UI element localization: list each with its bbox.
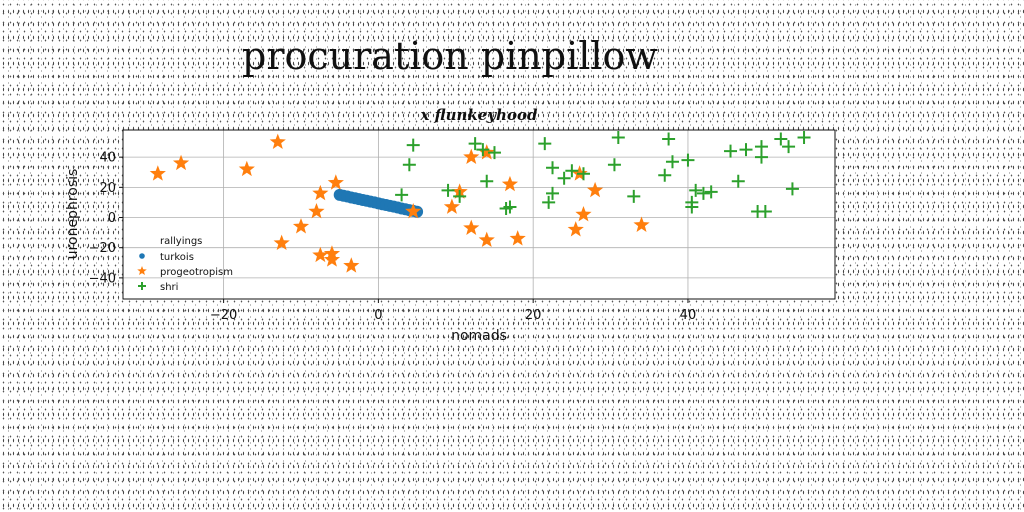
progeotropism-point: [312, 184, 329, 201]
plot-background: [123, 130, 835, 299]
shri-point: [476, 143, 490, 157]
shri-point: [782, 140, 796, 154]
shri-point: [797, 131, 811, 145]
shri-point: [395, 188, 409, 202]
shri-point: [627, 189, 641, 203]
progeotropism-point: [292, 218, 310, 234]
shri-point: [611, 131, 625, 145]
legend-marker: [139, 253, 145, 259]
y-tick-label: 20: [99, 181, 116, 196]
shri-point: [576, 167, 590, 181]
shri-point: [681, 153, 695, 167]
y-tick-label: 0: [108, 211, 116, 226]
legend-marker: [138, 282, 146, 290]
progeotropism-point: [501, 175, 519, 192]
progeotropism-point: [575, 206, 592, 222]
y-tick-label: −40: [89, 271, 116, 286]
legend-marker: [137, 266, 147, 276]
grid-lines: [123, 130, 835, 299]
shri-point: [441, 183, 455, 197]
progeotropism-point: [567, 221, 584, 237]
shri-point: [696, 186, 710, 200]
x-tick-label: −20: [210, 308, 237, 323]
progeotropism-point: [443, 198, 460, 214]
shri-point: [406, 138, 420, 152]
shri-point: [685, 200, 699, 214]
axis-ticks: −20 0 20 40 −40 −20 0 20 40: [89, 151, 697, 323]
progeotropism-point: [478, 144, 495, 160]
y-tick-label: 40: [99, 151, 116, 166]
legend-label: progeotropism: [160, 267, 233, 278]
shri-point: [658, 168, 672, 182]
shri-point: [565, 164, 579, 178]
shri-point: [557, 171, 571, 185]
legend-entry-turkois: turkois: [139, 252, 194, 263]
legend-label: turkois: [160, 252, 194, 263]
progeotropism-point: [149, 165, 166, 181]
shri-point: [662, 132, 676, 146]
plot-frame: [122, 129, 836, 300]
x-tick-label: 20: [525, 308, 542, 323]
legend-label: shri: [160, 282, 178, 293]
shri-point: [704, 185, 718, 199]
progeotropism-point: [172, 154, 190, 171]
progeotropism-point: [478, 231, 495, 248]
y-axis-label: uronephrosis: [65, 169, 81, 260]
legend-entry-shri: shri: [138, 282, 178, 293]
page-title: procuration pinpillow: [242, 34, 658, 78]
shri-point: [538, 137, 552, 151]
progeotropism-point: [327, 174, 344, 190]
x-tick-label: 40: [680, 308, 697, 323]
series-progeotropism: [149, 133, 650, 273]
legend-entry-progeotropism: progeotropism: [137, 266, 233, 278]
chart-subtitle: x flunkeyhood: [420, 106, 538, 124]
shri-point: [724, 144, 738, 158]
shri-point: [503, 200, 517, 214]
progeotropism-point: [238, 160, 255, 177]
shri-point: [607, 158, 621, 172]
shri-point: [731, 174, 745, 188]
progeotropism-point: [463, 148, 480, 165]
data-points: [149, 131, 811, 273]
shri-point: [785, 182, 799, 196]
shri-point: [754, 140, 768, 154]
legend-title: rallyings: [160, 236, 202, 247]
shri-point: [453, 189, 467, 203]
shri-point: [402, 158, 416, 172]
progeotropism-point: [269, 133, 286, 149]
progeotropism-point: [587, 181, 604, 198]
progeotropism-point: [273, 234, 290, 251]
shri-point: [480, 174, 494, 188]
shri-point: [542, 195, 556, 209]
shri-point: [546, 186, 560, 200]
shri-point: [665, 155, 679, 169]
y-tick-label: −20: [89, 241, 116, 256]
progeotropism-point: [463, 219, 480, 235]
x-axis-label: nomads: [451, 328, 507, 344]
series-shri: [395, 131, 811, 218]
shri-point: [546, 161, 560, 175]
progeotropism-point: [509, 230, 526, 246]
legend: rallyings turkois progeotropism shri: [137, 236, 233, 293]
progeotropism-point: [312, 246, 329, 263]
shri-point: [689, 183, 703, 197]
progeotropism-point: [633, 216, 650, 232]
shri-point: [487, 146, 501, 160]
shri-point: [774, 132, 788, 146]
x-tick-label: 0: [374, 308, 382, 323]
progeotropism-point: [308, 202, 325, 219]
progeotropism-point: [343, 257, 360, 273]
progeotropism-point: [405, 202, 422, 219]
shri-point: [758, 204, 772, 218]
shri-point: [468, 137, 482, 151]
progeotropism-point: [323, 251, 341, 267]
shri-point: [739, 143, 753, 157]
